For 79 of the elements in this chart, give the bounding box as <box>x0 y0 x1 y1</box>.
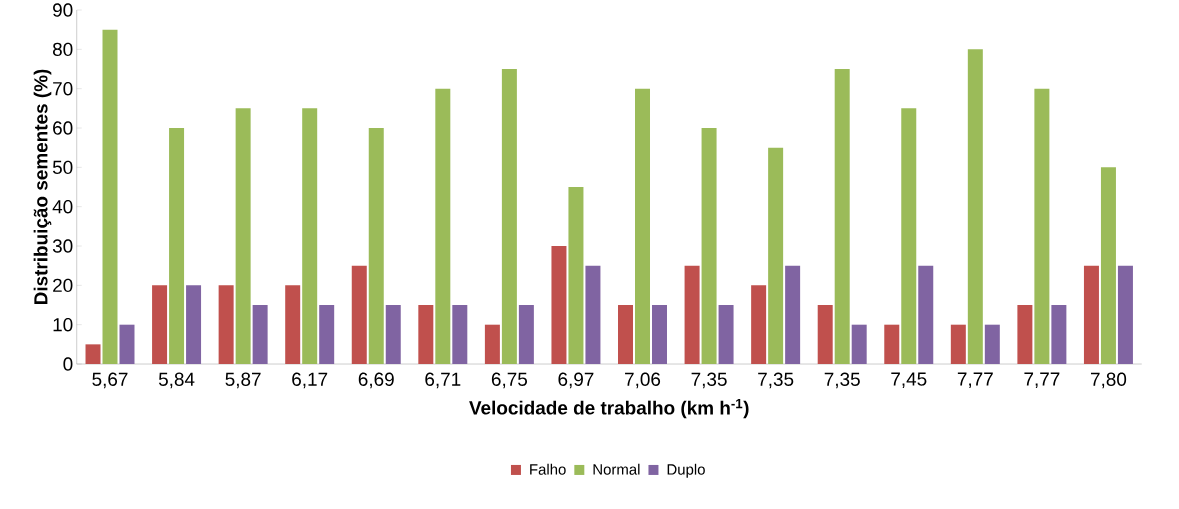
x-tick-label: 6,75 <box>491 372 528 389</box>
bar <box>319 305 335 365</box>
legend-label: Duplo <box>667 463 705 478</box>
y-tick-label: 70 <box>53 81 73 96</box>
bar <box>435 88 451 365</box>
bar <box>901 108 917 365</box>
x-tick-label: 7,35 <box>824 372 860 389</box>
y-axis-title: Distribuição sementes (%) <box>33 69 52 305</box>
x-tick-label: 6,17 <box>292 372 328 389</box>
bar <box>1100 167 1116 365</box>
bar <box>1034 88 1050 365</box>
y-tick-label: 50 <box>52 160 73 175</box>
y-tick-label: 90 <box>53 3 73 17</box>
x-tick-label: 7,35 <box>691 372 727 389</box>
x-tick-label: 7,77 <box>957 372 993 388</box>
y-tick-label: 10 <box>53 317 73 332</box>
bar <box>635 88 651 365</box>
bar <box>186 285 202 365</box>
bar <box>701 128 717 365</box>
bar <box>285 285 301 365</box>
bar <box>834 69 850 365</box>
bar <box>918 265 934 365</box>
x-tick-label: 6,71 <box>425 372 461 389</box>
bar <box>252 305 268 365</box>
bar <box>1017 305 1033 365</box>
bar <box>385 305 401 365</box>
bar <box>484 324 500 365</box>
x-tick-label: 5,87 <box>225 372 261 389</box>
bar <box>684 265 700 365</box>
bar <box>169 128 185 365</box>
bar <box>119 324 135 365</box>
bar <box>768 147 784 365</box>
legend-label: Falho <box>530 463 566 475</box>
bar <box>585 265 601 365</box>
bar <box>85 344 101 365</box>
bar <box>302 108 318 365</box>
bar <box>218 285 234 365</box>
bar <box>817 305 833 365</box>
bar <box>884 324 900 365</box>
bar <box>518 305 534 365</box>
legend-label: Normal <box>593 463 640 475</box>
bar <box>1051 305 1067 365</box>
bar <box>718 305 734 365</box>
bar <box>785 265 801 365</box>
bar <box>1083 265 1099 365</box>
bar <box>551 246 567 365</box>
bar <box>950 324 966 365</box>
bar <box>851 324 867 365</box>
bar <box>1117 265 1133 365</box>
bar <box>418 305 434 365</box>
bar <box>967 49 983 365</box>
bar <box>351 265 367 365</box>
x-tick-label: 6,97 <box>558 372 594 389</box>
bar <box>984 324 1000 365</box>
x-tick-label: 6,69 <box>358 372 394 389</box>
bar <box>568 187 584 365</box>
y-tick-label: 40 <box>52 199 73 214</box>
bar <box>452 305 468 365</box>
bar <box>501 69 517 365</box>
y-tick-label: 80 <box>52 42 73 57</box>
bar <box>102 29 118 365</box>
x-tick-label: 7,45 <box>891 372 927 388</box>
y-tick-label: 30 <box>52 239 73 253</box>
bar <box>152 285 168 365</box>
y-tick-label: 0 <box>63 357 73 371</box>
x-tick-label: 5,84 <box>158 372 195 389</box>
x-tick-label: 7,77 <box>1024 372 1060 388</box>
x-tick-label: 7,80 <box>1091 372 1127 389</box>
bar <box>235 108 251 365</box>
y-tick-label: 20 <box>53 278 73 293</box>
bar <box>652 305 667 365</box>
x-tick-label: 5,67 <box>92 372 128 389</box>
y-tick-label: 60 <box>53 121 73 135</box>
x-tick-label: 7,35 <box>758 372 794 389</box>
x-axis-title: Velocidade de trabalho (km h$^{-1}$) <box>469 399 749 419</box>
x-tick-label: 7,06 <box>625 372 661 389</box>
bar <box>751 285 767 365</box>
bar <box>618 305 634 365</box>
bar <box>368 128 384 365</box>
